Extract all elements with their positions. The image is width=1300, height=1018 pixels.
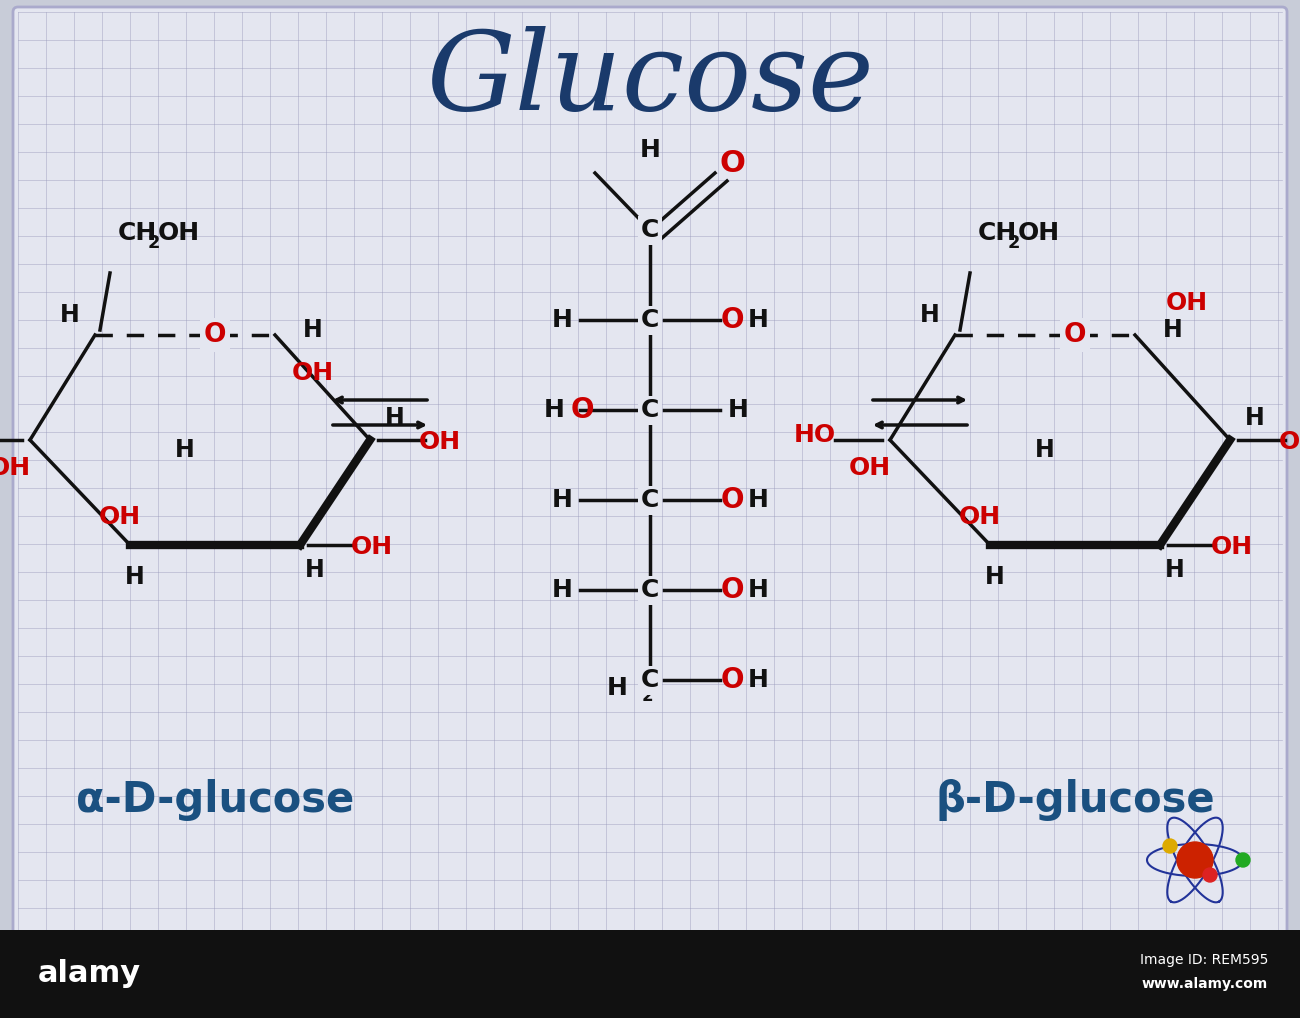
Text: O: O	[720, 666, 744, 694]
Text: C: C	[641, 218, 659, 242]
Text: Image ID: REM595: Image ID: REM595	[1140, 953, 1267, 967]
Text: C: C	[641, 668, 659, 692]
Bar	[0, 930, 1300, 1018]
Text: OH: OH	[292, 361, 334, 385]
Text: alamy: alamy	[38, 960, 142, 988]
Text: H: H	[747, 488, 768, 512]
Text: α-D-glucose: α-D-glucose	[75, 779, 354, 821]
Text: O: O	[571, 396, 594, 425]
Text: OH: OH	[849, 456, 890, 480]
Text: 2: 2	[642, 687, 654, 705]
Text: H: H	[1035, 438, 1054, 462]
Text: H: H	[303, 318, 322, 342]
Text: H: H	[747, 668, 768, 692]
Text: H: H	[551, 578, 572, 602]
Text: OH: OH	[1210, 535, 1253, 559]
Text: OH: OH	[1279, 430, 1300, 454]
Text: C: C	[641, 308, 659, 332]
Text: www.alamy.com: www.alamy.com	[1141, 977, 1268, 991]
Text: C: C	[641, 578, 659, 602]
Text: H: H	[920, 303, 940, 327]
Circle shape	[1164, 839, 1176, 853]
Text: H: H	[747, 578, 768, 602]
Text: CH: CH	[118, 221, 157, 245]
FancyBboxPatch shape	[13, 7, 1287, 935]
Text: H: H	[1245, 406, 1265, 430]
Text: OH: OH	[159, 221, 200, 245]
Text: O: O	[719, 149, 745, 177]
Text: OH: OH	[1166, 291, 1208, 315]
Text: O: O	[720, 576, 744, 604]
Text: 2: 2	[148, 234, 160, 252]
Text: OH: OH	[419, 430, 462, 454]
Text: β-D-glucose: β-D-glucose	[935, 779, 1214, 821]
Text: H: H	[640, 138, 660, 162]
Circle shape	[1176, 842, 1213, 878]
Text: H: H	[60, 303, 79, 327]
Text: O: O	[1063, 322, 1087, 348]
Text: H: H	[551, 488, 572, 512]
Text: H: H	[551, 308, 572, 332]
Text: H: H	[1165, 558, 1184, 582]
Text: O: O	[720, 306, 744, 334]
Text: OH: OH	[0, 456, 31, 480]
Text: O: O	[720, 486, 744, 514]
Text: OH: OH	[959, 505, 1001, 529]
Text: Glucose: Glucose	[426, 26, 874, 133]
Text: O: O	[204, 322, 226, 348]
Text: H: H	[125, 565, 144, 589]
Text: H: H	[728, 398, 749, 422]
Text: HO: HO	[794, 423, 836, 447]
Text: CH: CH	[978, 221, 1017, 245]
Text: H: H	[747, 308, 768, 332]
Text: OH: OH	[1018, 221, 1060, 245]
Circle shape	[1202, 868, 1217, 882]
Text: H: H	[385, 406, 404, 430]
Text: OH: OH	[351, 535, 393, 559]
Text: C: C	[641, 398, 659, 422]
Text: H: H	[607, 676, 628, 700]
Text: 2: 2	[1008, 234, 1020, 252]
Text: H: H	[176, 438, 195, 462]
Text: H: H	[985, 565, 1005, 589]
Text: C: C	[641, 488, 659, 512]
Text: H: H	[1164, 318, 1183, 342]
Text: OH: OH	[99, 505, 142, 529]
Text: H: H	[306, 558, 325, 582]
Text: H: H	[543, 398, 564, 422]
Circle shape	[1236, 853, 1251, 867]
